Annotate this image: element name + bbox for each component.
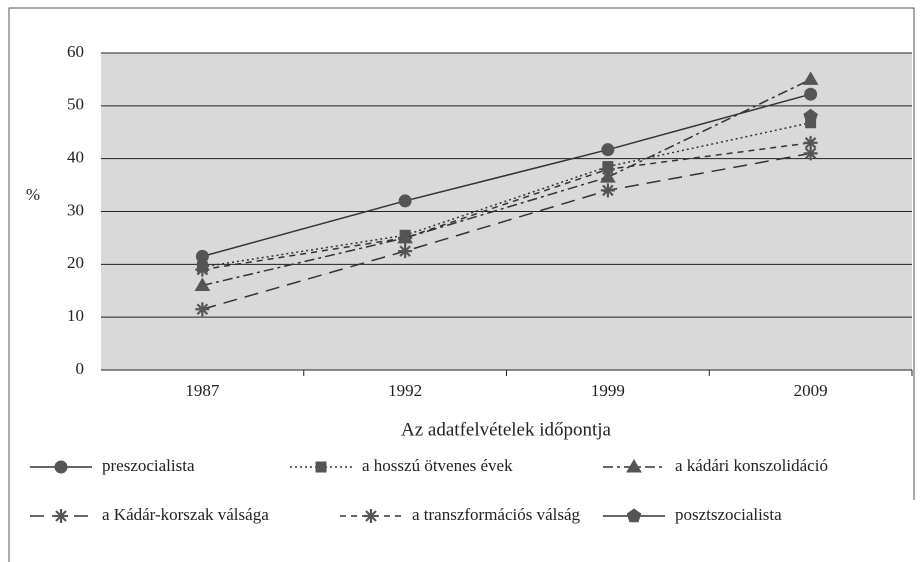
y-tick-label: 0 bbox=[76, 359, 85, 378]
legend-label: a kádári konszolidáció bbox=[675, 456, 828, 475]
marker bbox=[195, 262, 210, 277]
marker bbox=[804, 87, 818, 101]
marker bbox=[315, 461, 327, 473]
series-line bbox=[202, 93, 811, 258]
marker bbox=[364, 509, 378, 523]
x-tick-label: 1999 bbox=[591, 381, 625, 400]
marker bbox=[600, 183, 615, 198]
y-tick-label: 60 bbox=[67, 42, 84, 61]
series-line bbox=[202, 142, 811, 271]
marker bbox=[600, 162, 615, 177]
marker bbox=[803, 108, 818, 123]
marker bbox=[601, 143, 615, 157]
marker bbox=[54, 460, 68, 474]
y-tick-label: 40 bbox=[67, 148, 84, 167]
marker bbox=[54, 509, 68, 523]
series-line bbox=[202, 78, 811, 287]
legend-label: a transzformációs válság bbox=[412, 505, 581, 524]
marker bbox=[398, 194, 412, 208]
legend-label: preszocialista bbox=[102, 456, 195, 475]
x-tick-label: 1992 bbox=[388, 381, 422, 400]
frame bbox=[8, 7, 915, 562]
series-line bbox=[202, 152, 811, 310]
legend-label: a hosszú ötvenes évek bbox=[362, 456, 513, 475]
marker bbox=[626, 508, 642, 523]
marker bbox=[195, 302, 210, 317]
y-tick-label: 30 bbox=[67, 200, 84, 219]
marker bbox=[194, 277, 211, 291]
x-tick-label: 1987 bbox=[185, 381, 220, 400]
y-tick-label: 50 bbox=[67, 95, 84, 114]
marker bbox=[802, 71, 819, 85]
marker bbox=[803, 135, 818, 150]
marker bbox=[398, 230, 413, 245]
marker bbox=[398, 244, 413, 259]
y-tick-label: 20 bbox=[67, 253, 84, 272]
y-axis-label: % bbox=[26, 185, 40, 204]
y-tick-label: 10 bbox=[67, 306, 84, 325]
legend-label: a Kádár-korszak válsága bbox=[102, 505, 269, 524]
marker bbox=[626, 459, 642, 473]
marker bbox=[803, 146, 818, 161]
marker bbox=[195, 249, 209, 263]
x-axis-title: Az adatfelvételek időpontja bbox=[401, 419, 612, 440]
x-tick-label: 2009 bbox=[794, 381, 828, 400]
legend-label: posztszocialista bbox=[675, 505, 782, 524]
